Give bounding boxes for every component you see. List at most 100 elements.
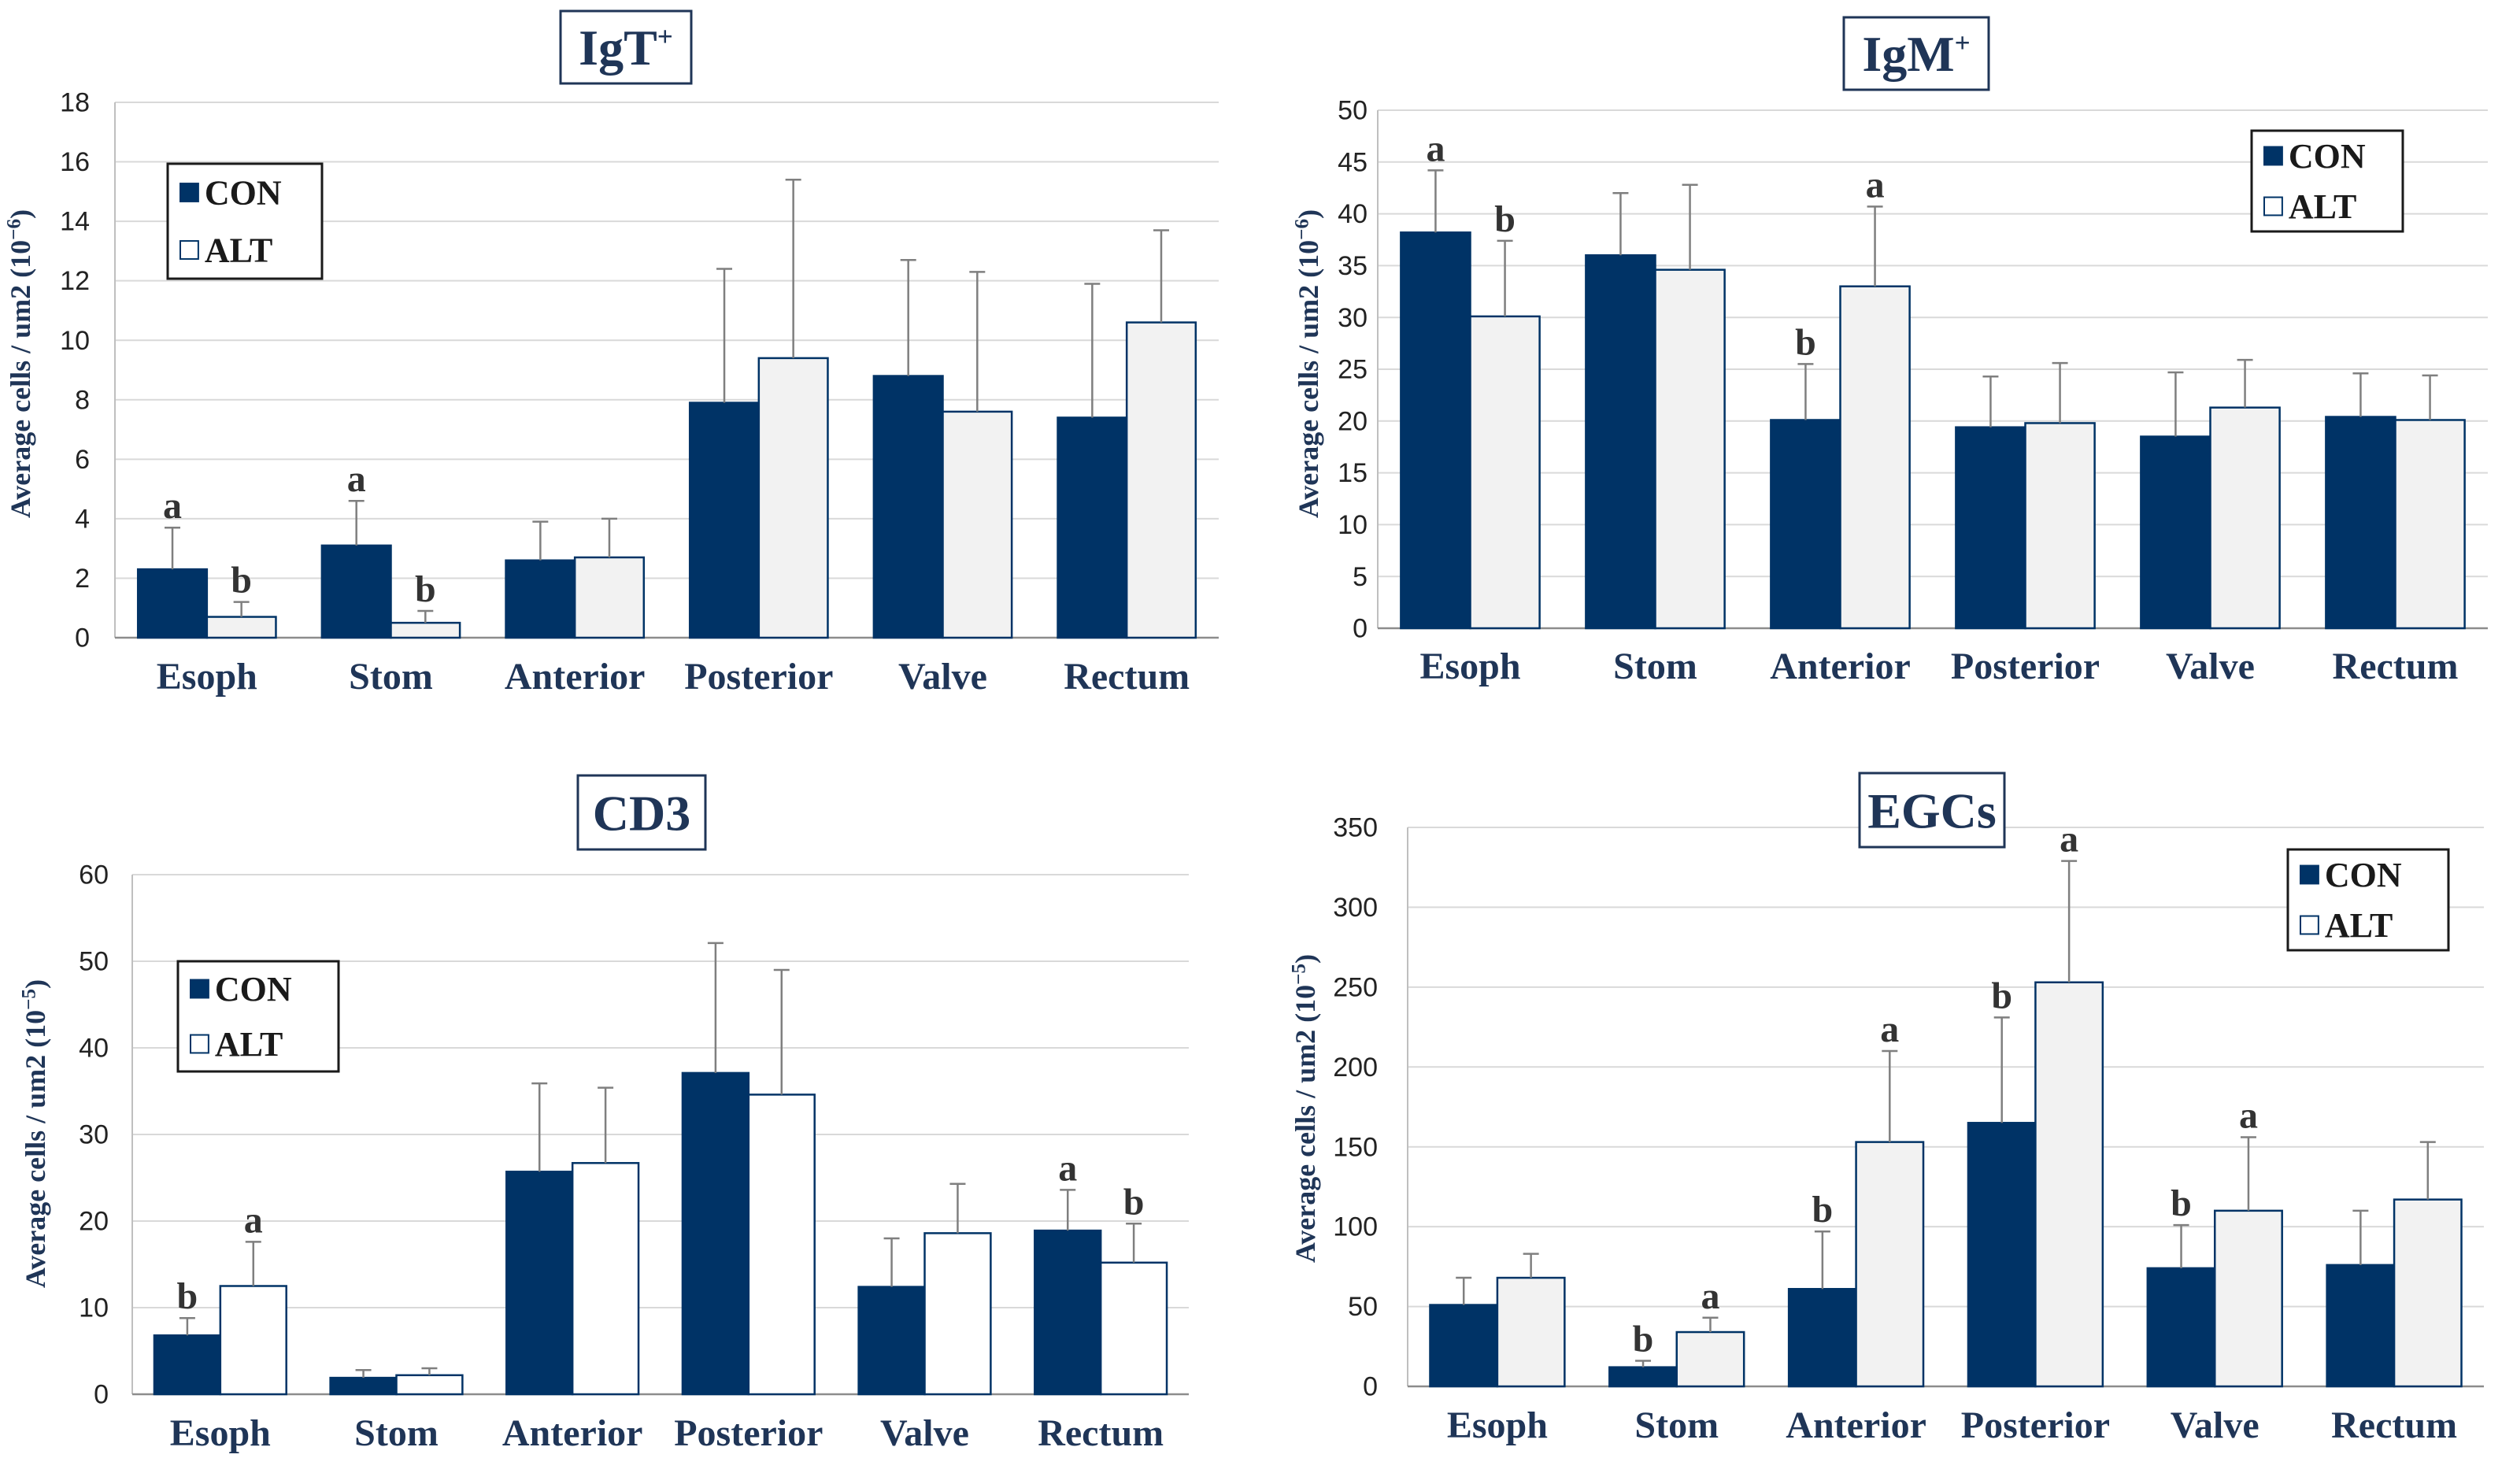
legend-swatch-alt bbox=[180, 240, 199, 260]
bar-alt-esoph bbox=[219, 1285, 287, 1396]
y-tick-label: 16 bbox=[60, 147, 90, 177]
bar-alt-stom bbox=[390, 621, 461, 639]
y-axis-label-text: Average cells / um2 (10 bbox=[1290, 985, 1321, 1263]
bar-alt-valve bbox=[942, 410, 1013, 639]
title-box bbox=[559, 9, 693, 85]
significance-letter: b bbox=[2171, 1182, 2192, 1224]
category-label: Rectum bbox=[2331, 1404, 2457, 1446]
chart-title: EGCs bbox=[1867, 783, 1997, 839]
bar-alt-rectum bbox=[2393, 1198, 2463, 1388]
bar-alt-posterior bbox=[2034, 981, 2104, 1388]
category-label: Posterior bbox=[1961, 1404, 2110, 1446]
y-tick-label: 40 bbox=[1338, 199, 1368, 229]
significance-letter: a bbox=[1426, 128, 1445, 169]
bar-alt-stom bbox=[1675, 1330, 1745, 1388]
y-axis-label-text: Average cells / um2 (10 bbox=[1293, 240, 1324, 518]
y-tick-label: 350 bbox=[1333, 813, 1378, 843]
chart-title-main: IgM bbox=[1862, 26, 1954, 82]
legend-label-con: CON bbox=[2289, 137, 2366, 176]
legend-swatch-con bbox=[190, 979, 209, 999]
significance-letter: b bbox=[1812, 1189, 1834, 1230]
bar-alt-rectum bbox=[2394, 419, 2466, 630]
y-tick-label: 200 bbox=[1333, 1053, 1378, 1082]
bar-con-rectum bbox=[1057, 416, 1128, 639]
y-axis-label-exponent: −5 bbox=[1288, 964, 1309, 985]
category-label: Stom bbox=[354, 1412, 439, 1454]
y-tick-label: 35 bbox=[1338, 251, 1368, 281]
bar-alt-anterior bbox=[573, 556, 646, 639]
legend-label-alt: ALT bbox=[215, 1025, 283, 1064]
bar-alt-rectum bbox=[1099, 1261, 1168, 1396]
y-tick-label: 0 bbox=[1353, 614, 1368, 644]
significance-letter: b bbox=[231, 560, 252, 601]
y-tick-label: 6 bbox=[75, 445, 90, 475]
y-axis-label-close: ) bbox=[1290, 954, 1321, 964]
bar-con-esoph bbox=[1400, 231, 1471, 630]
significance-letter: b bbox=[1991, 975, 2012, 1016]
bar-alt-anterior bbox=[571, 1162, 640, 1396]
significance-letter: b bbox=[1494, 198, 1516, 240]
y-axis-label: Average cells / um2 (10−6) bbox=[1291, 209, 1324, 518]
category-label: Rectum bbox=[1038, 1412, 1164, 1454]
category-label: Valve bbox=[898, 656, 987, 698]
bar-con-esoph bbox=[136, 568, 209, 639]
category-label: Esoph bbox=[1419, 646, 1520, 687]
chart-panel-4: 0 50 100 150 200 250 300 350 Esoph b a Stom b a Anteri… bbox=[1288, 772, 2484, 1446]
bar-con-esoph bbox=[153, 1334, 222, 1396]
y-tick-label: 20 bbox=[79, 1207, 109, 1237]
y-axis-label-close: ) bbox=[5, 209, 36, 219]
y-tick-label: 12 bbox=[60, 266, 90, 296]
significance-letter: b bbox=[1795, 321, 1816, 363]
significance-letter: a bbox=[2239, 1095, 2258, 1137]
significance-letter: b bbox=[1123, 1181, 1145, 1223]
legend-label-con: CON bbox=[215, 970, 292, 1008]
bar-alt-esoph bbox=[1469, 315, 1541, 630]
bar-alt-valve bbox=[2209, 406, 2281, 630]
significance-letter: a bbox=[1701, 1275, 1719, 1317]
category-label: Valve bbox=[2166, 646, 2255, 687]
y-axis-label: Average cells / um2 (10−6) bbox=[3, 209, 36, 518]
bar-con-esoph bbox=[1429, 1304, 1499, 1388]
bar-con-valve bbox=[872, 375, 944, 639]
chart-panel-1: 0 2 4 6 8 10 12 14 16 18 a b Esoph a b Stom Anterior Post… bbox=[3, 9, 1219, 698]
bar-con-anterior bbox=[1770, 419, 1841, 630]
y-tick-label: 50 bbox=[79, 947, 109, 977]
chart-panel-2: 0 5 10 15 20 25 30 35 40 45 50 a b Esoph Stom b a Anterio… bbox=[1291, 16, 2488, 687]
legend-label-alt: ALT bbox=[2325, 906, 2393, 945]
legend-swatch-con bbox=[180, 183, 199, 202]
category-label: Stom bbox=[349, 656, 433, 698]
bar-con-anterior bbox=[505, 559, 576, 639]
legend-label-con: CON bbox=[2325, 856, 2402, 894]
significance-letter: a bbox=[163, 485, 182, 527]
y-axis-label-exponent: −5 bbox=[18, 989, 39, 1010]
legend-swatch-con bbox=[2263, 146, 2283, 166]
bar-alt-posterior bbox=[2024, 422, 2096, 630]
legend-swatch-con bbox=[2300, 864, 2319, 885]
title-box bbox=[1842, 16, 1990, 91]
category-label: Stom bbox=[1613, 646, 1697, 687]
chart-title: CD3 bbox=[593, 786, 690, 842]
significance-letter: a bbox=[1880, 1008, 1899, 1050]
bar-con-posterior bbox=[681, 1071, 750, 1396]
bar-alt-anterior bbox=[1839, 285, 1911, 630]
category-label: Esoph bbox=[157, 656, 257, 698]
legend-swatch-alt bbox=[190, 1034, 209, 1054]
y-axis-label-close: ) bbox=[1293, 209, 1324, 219]
chart-title-main: CD3 bbox=[593, 786, 690, 842]
bar-alt-posterior bbox=[747, 1094, 816, 1396]
bar-con-valve bbox=[2140, 435, 2211, 630]
chart-panel-3: 0 10 20 30 40 50 60 b a Esoph Stom Anterior Posterio… bbox=[18, 774, 1189, 1454]
bar-con-stom bbox=[1585, 254, 1656, 630]
y-tick-label: 30 bbox=[79, 1120, 109, 1150]
legend-swatch-alt bbox=[2300, 915, 2319, 935]
y-axis-label-text: Average cells / um2 (10 bbox=[5, 240, 36, 518]
category-label: Anterior bbox=[502, 1412, 643, 1454]
y-tick-label: 30 bbox=[1338, 303, 1368, 333]
category-label: Rectum bbox=[1064, 656, 1190, 698]
bar-alt-valve bbox=[2214, 1209, 2283, 1388]
title-box bbox=[1858, 772, 2006, 849]
y-tick-label: 50 bbox=[1348, 1292, 1378, 1322]
significance-letter: a bbox=[244, 1199, 263, 1241]
legend-label-alt: ALT bbox=[205, 231, 272, 269]
